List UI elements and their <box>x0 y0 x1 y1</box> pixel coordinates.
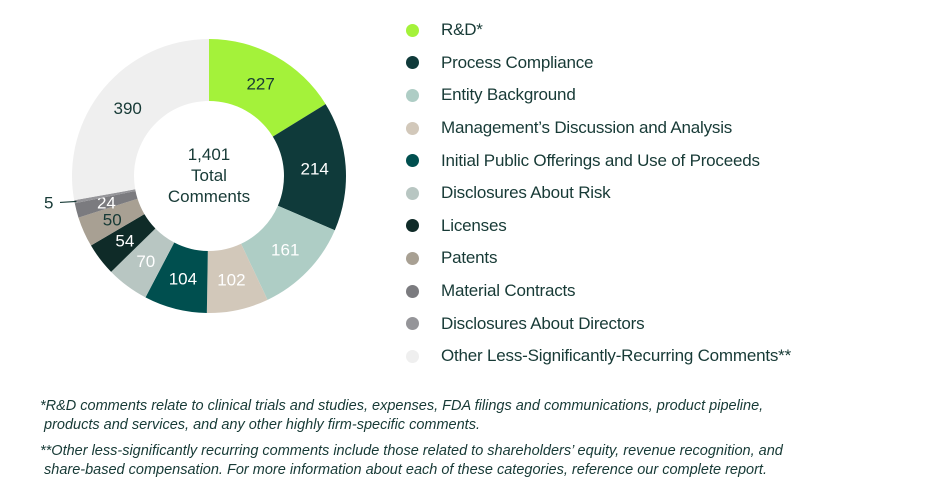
slice-value-label: 161 <box>271 241 299 260</box>
legend-item: R&D* <box>402 14 791 47</box>
legend-label: Other Less-Significantly-Recurring Comme… <box>441 346 792 366</box>
slice-value-label: 104 <box>169 270 197 289</box>
slice-value-label: 50 <box>103 210 122 229</box>
legend-dot-icon <box>406 121 419 135</box>
legend-label: Patents <box>441 248 498 268</box>
legend-dot-icon <box>406 154 419 168</box>
footnote-rd: *R&D comments relate to clinical trials … <box>40 397 783 434</box>
legend-dot-icon <box>406 23 419 37</box>
donut-slice <box>111 228 175 298</box>
donut-slice <box>74 189 136 204</box>
center-label: Comments <box>168 187 250 206</box>
footnotes: *R&D comments relate to clinical trials … <box>40 397 783 487</box>
donut-slice <box>145 242 208 313</box>
legend-dot-icon <box>406 56 419 70</box>
legend-label: Entity Background <box>441 85 576 105</box>
slice-value-label: 24 <box>97 194 116 213</box>
legend-dot-icon <box>406 349 419 363</box>
legend-item: Other Less-Significantly-Recurring Comme… <box>402 340 791 373</box>
legend-label: Material Contracts <box>441 281 576 301</box>
legend-dot-icon <box>406 317 419 331</box>
legend-dot-icon <box>406 186 419 200</box>
legend-item: Management’s Discussion and Analysis <box>402 112 791 145</box>
donut-slice <box>74 190 138 218</box>
slice-value-label: 390 <box>113 99 141 118</box>
legend-item: Licenses <box>402 210 791 243</box>
leader-line <box>59 200 77 204</box>
legend-item: Entity Background <box>402 79 791 112</box>
donut-slice <box>78 198 145 246</box>
donut-slice <box>90 214 156 272</box>
legend-label: R&D* <box>441 20 483 40</box>
slice-value-label: 214 <box>301 159 329 178</box>
donut-slice <box>71 39 209 201</box>
slice-value-label: 70 <box>136 252 155 271</box>
legend-item: Process Compliance <box>402 47 791 80</box>
legend-item: Patents <box>402 242 791 275</box>
legend-label: Disclosures About Risk <box>441 183 611 203</box>
footnote-line: *R&D comments relate to clinical trials … <box>40 398 764 414</box>
donut-slice <box>209 39 326 137</box>
legend-dot-icon <box>406 88 419 102</box>
legend-label: Disclosures About Directors <box>441 313 645 333</box>
footnote-other: **Other less-significantly recurring com… <box>40 442 783 479</box>
legend-label: Management’s Discussion and Analysis <box>441 118 733 138</box>
legend-dot-icon <box>406 219 419 233</box>
legend-item: Disclosures About Directors <box>402 307 791 340</box>
legend-item: Disclosures About Risk <box>402 177 791 210</box>
legend-label: Licenses <box>441 215 507 235</box>
legend-dot-icon <box>406 251 419 265</box>
donut-slice <box>272 104 346 231</box>
slice-value-label: 102 <box>217 271 245 290</box>
footnote-line: **Other less-significantly recurring com… <box>40 443 783 459</box>
donut-slice <box>241 205 335 300</box>
slice-value-label: 227 <box>246 74 274 93</box>
center-label: 1,401 <box>188 145 231 164</box>
footnote-line: share-based compensation. For more infor… <box>44 461 767 478</box>
legend-dot-icon <box>406 284 419 298</box>
footnote-line: products and services, and any other hig… <box>44 416 480 433</box>
slice-value-label: 54 <box>115 231 134 250</box>
donut-slice <box>206 243 268 313</box>
legend-item: Material Contracts <box>402 275 791 308</box>
legend-item: Initial Public Offerings and Use of Proc… <box>402 144 791 177</box>
center-label: Total <box>191 166 227 185</box>
legend: R&D* Process Compliance Entity Background M… <box>402 14 791 373</box>
slice-value-label: 5 <box>44 193 53 212</box>
legend-label: Initial Public Offerings and Use of Proc… <box>441 150 760 170</box>
legend-label: Process Compliance <box>441 52 594 72</box>
